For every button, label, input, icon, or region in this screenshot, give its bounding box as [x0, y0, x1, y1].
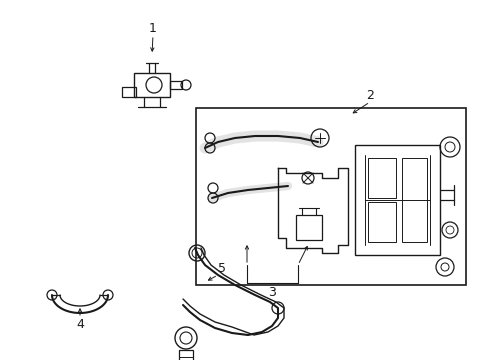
Text: 1: 1	[149, 22, 157, 35]
Bar	[295, 215, 321, 240]
Text: 2: 2	[366, 89, 373, 102]
Bar	[196, 108, 465, 285]
Bar	[179, 350, 193, 360]
Bar	[367, 158, 395, 198]
Bar	[170, 81, 182, 89]
Bar	[134, 73, 170, 97]
Text: 4: 4	[76, 319, 84, 332]
Bar	[367, 202, 395, 242]
Bar	[354, 145, 439, 255]
Text: 5: 5	[218, 261, 225, 274]
Bar	[401, 158, 426, 242]
Text: 3: 3	[267, 287, 275, 300]
Bar	[122, 87, 136, 97]
